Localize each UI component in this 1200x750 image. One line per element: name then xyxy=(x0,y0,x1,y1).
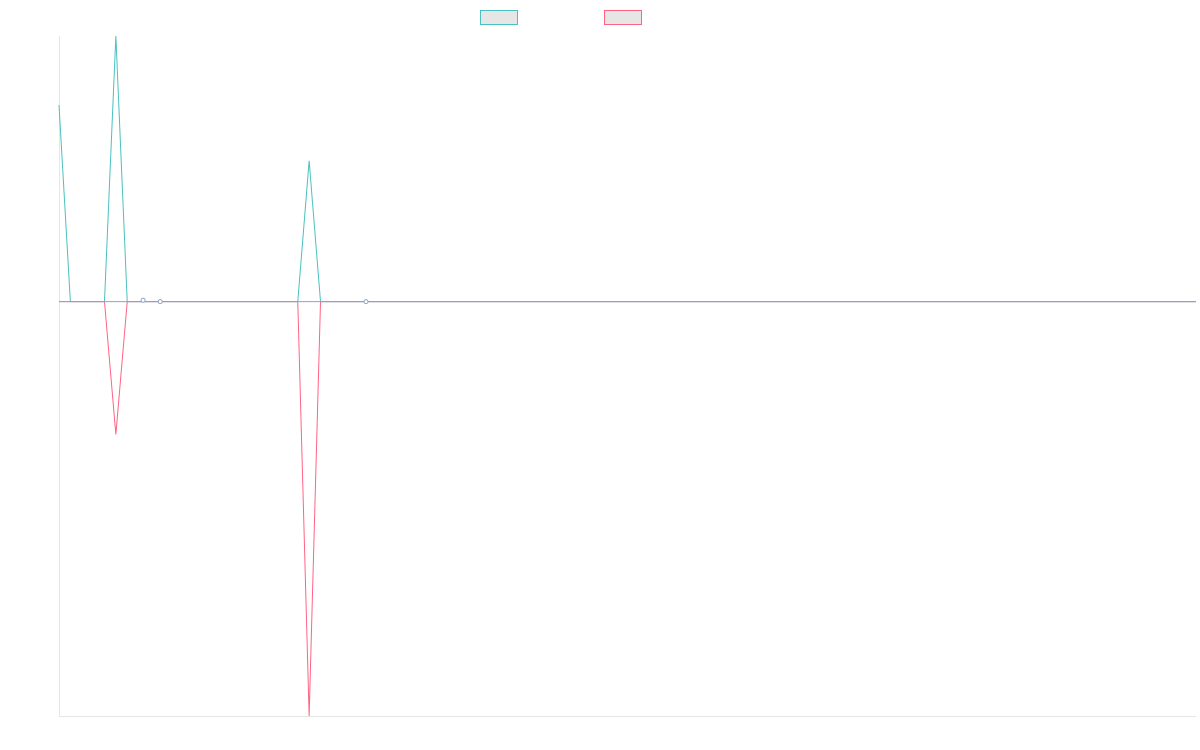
legend-item-series-1[interactable] xyxy=(480,9,524,26)
marker-layer xyxy=(140,297,369,305)
series-layer xyxy=(58,35,1196,717)
legend xyxy=(0,0,1200,34)
data-point-marker[interactable] xyxy=(140,297,146,303)
legend-swatch-series-2 xyxy=(604,10,642,25)
axes xyxy=(59,36,1196,717)
legend-swatch-series-1 xyxy=(480,10,518,25)
series-line-1 xyxy=(58,35,1196,303)
data-point-marker[interactable] xyxy=(157,299,163,305)
legend-item-series-2[interactable] xyxy=(604,9,648,26)
series-line-2 xyxy=(59,301,1196,717)
data-point-marker[interactable] xyxy=(363,299,369,305)
